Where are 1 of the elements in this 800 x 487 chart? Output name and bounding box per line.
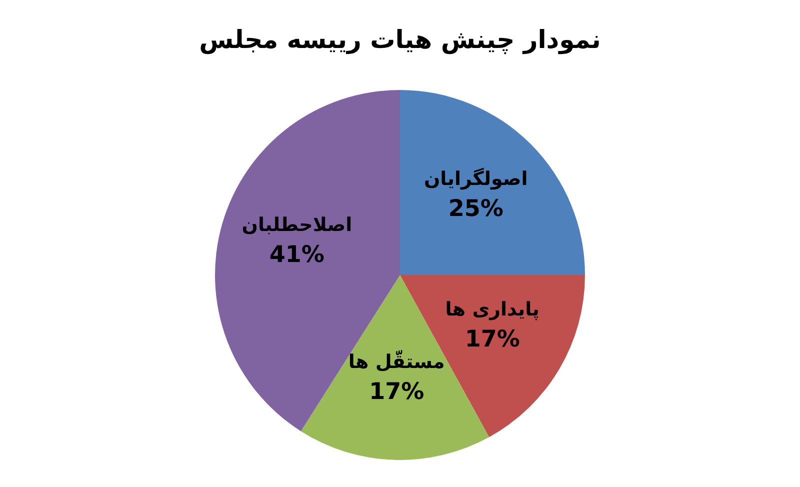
- title: نمودار چینش هیات رییسه مجلس: [199, 25, 601, 54]
